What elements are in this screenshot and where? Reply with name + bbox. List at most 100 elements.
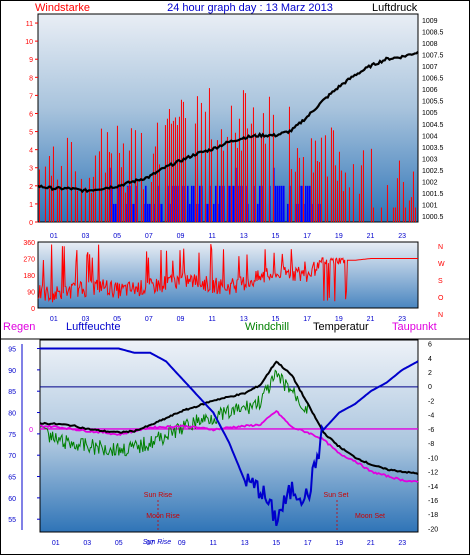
- moon-set-annotation: Moon Set: [355, 513, 385, 520]
- compass-letter: W: [438, 261, 445, 268]
- moon-rise-annotation: Moon Rise: [146, 513, 180, 520]
- climate-x-tick: 09: [178, 540, 186, 547]
- wind-strength-bar: [158, 164, 160, 222]
- wind-y-tick: 6: [29, 111, 33, 118]
- legend-rain: Regen: [3, 321, 35, 333]
- direction-x-tick: 13: [240, 316, 248, 323]
- wind-strength-bar: [38, 169, 40, 222]
- wind-calm-bar: [160, 203, 163, 222]
- wind-y-tick: 11: [26, 21, 33, 28]
- legend-humidity: Luftfeuchte: [66, 321, 120, 333]
- legend-dewpoint: Taupunkt: [392, 321, 437, 333]
- wind-strength-bar: [174, 117, 176, 222]
- wind-strength-bar: [240, 150, 242, 222]
- direction-x-tick: 05: [113, 316, 121, 323]
- time-x-tick: 13: [240, 233, 248, 240]
- time-x-tick: 03: [82, 233, 90, 240]
- sun-rise-axis-annotation: Sun Rise: [143, 539, 172, 546]
- wind-strength-bar: [404, 207, 406, 222]
- pressure-line: [37, 50, 419, 194]
- humidity-y-tick: 90: [8, 368, 16, 375]
- wind-strength-bar: [412, 171, 414, 222]
- wind-strength-bar: [352, 164, 354, 222]
- direction-x-tick: 07: [145, 316, 153, 323]
- wind-strength-bar: [44, 166, 46, 222]
- wind-strength-bar: [316, 161, 318, 222]
- wind-calm-bar: [276, 185, 279, 222]
- climate-x-tick: 21: [367, 540, 375, 547]
- wind-strength-bar: [98, 151, 100, 222]
- climate-plot-area: [39, 339, 419, 533]
- wind-strength-bar: [100, 128, 102, 222]
- wind-strength-bar: [370, 148, 372, 222]
- temperature-y-tick: -8: [428, 441, 434, 448]
- wind-calm-bar: [212, 203, 215, 222]
- pressure-label: Luftdruck: [372, 2, 418, 14]
- wind-strength-bar: [250, 123, 252, 222]
- wind-calm-bar: [144, 185, 147, 222]
- climate-x-tick: 13: [241, 540, 249, 547]
- direction-y-tick: 270: [23, 257, 35, 264]
- wind-calm-bar: [146, 203, 149, 222]
- climate-x-tick: 01: [52, 540, 60, 547]
- temperature-y-tick: -4: [428, 413, 434, 420]
- time-x-tick: 07: [145, 233, 153, 240]
- wind-strength-bar: [338, 151, 340, 222]
- wind-strength-bar: [298, 157, 300, 222]
- wind-strength-bar: [60, 165, 62, 222]
- time-x-tick: 17: [303, 233, 311, 240]
- wind-strength-bar: [360, 165, 362, 222]
- wind-strength-bar: [136, 180, 138, 222]
- time-x-tick: 21: [367, 233, 375, 240]
- direction-y-tick: 180: [23, 273, 35, 280]
- wind-calm-bar: [190, 185, 193, 222]
- wind-calm-bar: [304, 185, 307, 222]
- legend-temperature: Temperatur: [313, 321, 369, 333]
- wind-strength-bar: [58, 187, 60, 222]
- humidity-y-tick: 70: [8, 453, 16, 460]
- wind-y-tick: 2: [29, 184, 33, 191]
- wind-calm-bar: [228, 185, 231, 222]
- pressure-y-tick: 1004.5: [422, 122, 444, 129]
- wind-strength-bar: [88, 177, 90, 222]
- wind-strength-bar: [154, 146, 156, 222]
- direction-x-tick: 15: [272, 316, 280, 323]
- wind-calm-bar: [306, 185, 309, 222]
- wind-strength-bar: [236, 147, 238, 222]
- time-x-tick: 15: [272, 233, 280, 240]
- wind-strength-bar: [194, 123, 196, 222]
- rain-zero-tick: 0: [29, 427, 33, 434]
- compass-letter: S: [438, 278, 443, 285]
- wind-y-tick: 4: [29, 148, 33, 155]
- sun-rise-annotation: Sun Rise: [144, 492, 173, 499]
- wind-strength-bar: [394, 207, 396, 222]
- temperature-line: [39, 360, 419, 475]
- wind-strength-bar: [358, 193, 360, 222]
- pressure-y-tick: 1005: [422, 110, 438, 117]
- wind-strength-bar: [222, 150, 224, 222]
- wind-strength-bar: [362, 150, 364, 222]
- wind-strength-bar: [152, 153, 154, 222]
- wind-y-tick: 0: [29, 220, 33, 227]
- wind-strength-bar: [172, 120, 174, 222]
- wind-strength-bar: [320, 137, 322, 222]
- wind-strength-bar: [342, 191, 344, 222]
- temperature-y-tick: -16: [428, 498, 438, 505]
- wind-strength-bar: [76, 190, 78, 222]
- time-x-tick: 19: [335, 233, 343, 240]
- wind-y-tick: 10: [25, 39, 33, 46]
- wind-strength-bar: [50, 175, 52, 222]
- wind-calm-bar: [282, 185, 285, 222]
- wind-strength-bar: [134, 130, 136, 222]
- humidity-y-tick: 80: [8, 411, 16, 418]
- wind-strength-bar: [84, 187, 86, 222]
- wind-calm-bar: [258, 185, 261, 222]
- climate-x-tick: 11: [210, 540, 217, 547]
- wind-strength-bar: [380, 207, 382, 222]
- wind-strength-bar: [74, 171, 76, 222]
- wind-strength-bar: [166, 118, 168, 222]
- wind-strength-label: Windstarke: [35, 2, 90, 14]
- humidity-y-tick: 85: [8, 389, 16, 396]
- wind-calm-bar: [112, 203, 115, 222]
